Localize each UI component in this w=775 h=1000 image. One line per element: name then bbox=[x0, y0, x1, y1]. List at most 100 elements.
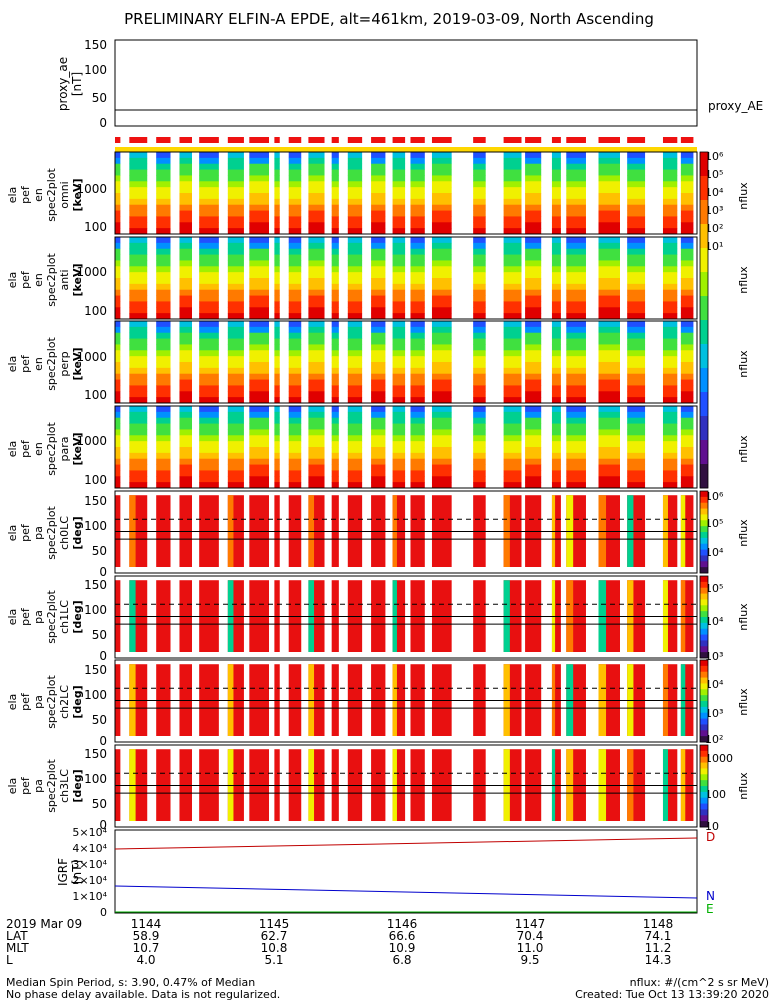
en-cell bbox=[566, 254, 586, 261]
en-cell bbox=[627, 254, 646, 261]
en-cell bbox=[347, 344, 363, 351]
en-cell bbox=[503, 313, 522, 320]
en-cell bbox=[347, 385, 363, 392]
en-cell bbox=[347, 248, 363, 255]
en-cell bbox=[129, 254, 148, 261]
en-cell bbox=[598, 295, 620, 302]
en-cell bbox=[308, 278, 325, 285]
en-cell bbox=[179, 216, 193, 223]
en-cell bbox=[179, 356, 193, 363]
en-cell bbox=[288, 435, 302, 442]
en-cell bbox=[473, 397, 486, 404]
en-cell bbox=[566, 248, 586, 255]
colorbar-swatch bbox=[700, 745, 708, 752]
en-cell bbox=[551, 458, 561, 465]
en-cell bbox=[551, 175, 561, 182]
en-cell bbox=[249, 175, 270, 182]
en-cell bbox=[371, 301, 386, 308]
en-cell bbox=[115, 237, 121, 244]
en-cell bbox=[199, 272, 219, 279]
en2-ylabel-2: pef bbox=[19, 354, 32, 373]
en-cell bbox=[249, 429, 270, 436]
pa2-ytick-150: 150 bbox=[84, 663, 107, 677]
en-cell bbox=[227, 379, 244, 386]
en-cell bbox=[598, 278, 620, 285]
en-cell bbox=[129, 157, 148, 165]
en-cell bbox=[347, 216, 363, 223]
en-cell bbox=[680, 338, 694, 345]
en-cell bbox=[392, 254, 406, 261]
en-cell bbox=[347, 228, 363, 235]
colorbar-pa2: 10⁴ 10³ 10² nflux bbox=[705, 678, 750, 746]
en-cell bbox=[156, 406, 171, 413]
en-cell bbox=[627, 169, 646, 176]
en-cell bbox=[274, 356, 280, 363]
en-cell bbox=[431, 350, 452, 357]
en-cell bbox=[156, 163, 171, 170]
colorbar-swatch bbox=[700, 440, 708, 465]
footer-l-label: L bbox=[6, 953, 13, 967]
en-cell bbox=[129, 350, 148, 357]
en-cell bbox=[274, 237, 280, 244]
footer-lat-0: 58.9 bbox=[133, 929, 160, 943]
en-cell bbox=[551, 228, 561, 235]
en-cell bbox=[347, 332, 363, 339]
colorbar-frame bbox=[699, 744, 709, 828]
en-cell bbox=[473, 222, 486, 229]
en-cell bbox=[347, 379, 363, 386]
en-cell bbox=[227, 157, 244, 165]
en-cell bbox=[662, 313, 678, 320]
en-cell bbox=[566, 406, 586, 413]
en-cell bbox=[662, 248, 678, 255]
en-cell bbox=[627, 411, 646, 419]
en-cell bbox=[410, 198, 425, 206]
en-cell bbox=[392, 278, 406, 285]
en-cell bbox=[627, 470, 646, 477]
igrf-panel: 5×10⁴ 4×10⁴ 3×10⁴ 2×10⁴ 1×10⁴ 0 IGRF [nT… bbox=[56, 826, 715, 919]
en-cell bbox=[274, 417, 280, 424]
en-cell bbox=[410, 321, 425, 328]
en-cell bbox=[410, 169, 425, 176]
en-cell bbox=[525, 237, 542, 244]
en-cell bbox=[680, 391, 694, 398]
en-cell bbox=[331, 204, 339, 211]
en-cell bbox=[525, 152, 542, 159]
en-cell bbox=[199, 470, 219, 477]
en-cell bbox=[129, 193, 148, 200]
en-cell bbox=[627, 397, 646, 404]
en-cell bbox=[627, 441, 646, 448]
en-cell bbox=[227, 242, 244, 250]
en-cell bbox=[431, 476, 452, 483]
colorbar-swatch bbox=[700, 712, 708, 719]
en-cell bbox=[566, 356, 586, 363]
en-cell bbox=[627, 175, 646, 182]
en-cell bbox=[598, 332, 620, 339]
en-cell bbox=[662, 204, 678, 211]
en-cell bbox=[431, 272, 452, 279]
en-cell bbox=[680, 464, 694, 471]
en-cell bbox=[392, 470, 406, 477]
en-cell bbox=[598, 429, 620, 436]
en-cell bbox=[525, 163, 542, 170]
en-cell bbox=[551, 222, 561, 229]
en-cell bbox=[680, 332, 694, 339]
en-cell bbox=[598, 181, 620, 188]
colorbar-en-bar bbox=[699, 151, 709, 489]
en-cell bbox=[410, 242, 425, 250]
en-cell bbox=[431, 344, 452, 351]
en-cell bbox=[410, 332, 425, 339]
en-cell bbox=[566, 301, 586, 308]
en-cell bbox=[249, 411, 270, 419]
en-cell bbox=[199, 181, 219, 188]
en-cell bbox=[525, 248, 542, 255]
en-cell bbox=[566, 470, 586, 477]
igrf-n-line bbox=[114, 885, 698, 899]
en-cell bbox=[129, 152, 148, 159]
en-cell bbox=[525, 266, 542, 273]
en-cell bbox=[680, 362, 694, 369]
footer-mlt-4: 11.2 bbox=[645, 941, 672, 955]
en-cell bbox=[680, 163, 694, 170]
en-cell bbox=[392, 344, 406, 351]
en-cell bbox=[662, 482, 678, 489]
en-cell bbox=[129, 385, 148, 392]
